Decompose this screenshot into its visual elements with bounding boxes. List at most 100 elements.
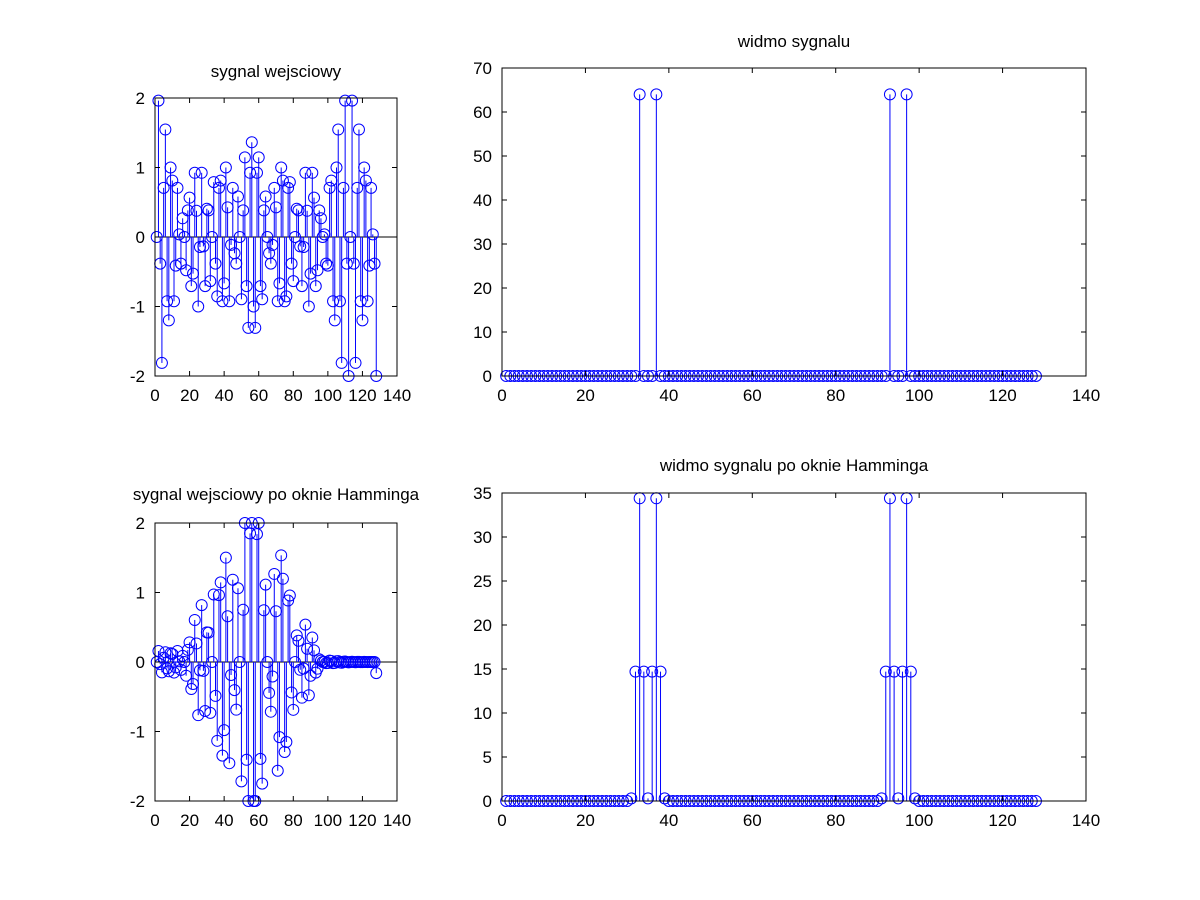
y-tick-label: 0	[483, 792, 492, 811]
axis-ticks: 0 20 40 60 80 100 120 140 0 5 10 15 20 25 30 35	[473, 484, 1100, 830]
stem-marker	[192, 709, 205, 722]
y-tick-label: 0	[483, 367, 492, 386]
y-tick-label: 1	[136, 584, 145, 603]
chart-title: widmo sygnalu po oknie Hamminga	[659, 456, 929, 475]
stem-marker	[164, 161, 177, 174]
stem-marker	[351, 181, 364, 194]
x-tick-label: 60	[249, 386, 268, 405]
stem-marker	[240, 753, 253, 766]
stem-marker	[216, 295, 229, 308]
stem-marker	[231, 190, 244, 203]
stem-marker	[263, 686, 276, 699]
y-tick-label: 5	[483, 748, 492, 767]
series-stems	[150, 517, 397, 807]
y-tick-label: 10	[473, 704, 492, 723]
x-tick-label: 20	[180, 811, 199, 830]
y-tick-label: -2	[130, 367, 145, 386]
x-tick-label: 120	[988, 811, 1016, 830]
stem-marker	[209, 257, 222, 270]
stem-marker	[308, 644, 321, 657]
stem-marker	[161, 295, 174, 308]
stem-marker	[237, 603, 250, 616]
stem-marker	[185, 683, 198, 696]
stem-marker	[306, 631, 319, 644]
x-tick-label: 100	[905, 386, 933, 405]
stem-marker	[204, 275, 217, 288]
stem-marker	[285, 257, 298, 270]
stem-marker	[366, 228, 379, 241]
stem-marker	[159, 646, 172, 659]
y-tick-label: 35	[473, 484, 492, 503]
stem-marker	[242, 321, 255, 334]
stem-marker	[181, 643, 194, 656]
y-tick-label: 0	[136, 653, 145, 672]
stem-marker	[337, 181, 350, 194]
stem-marker	[295, 280, 308, 293]
stem-marker	[646, 665, 659, 678]
stem-marker	[168, 295, 181, 308]
stem-marker	[287, 703, 300, 716]
x-tick-label: 40	[659, 386, 678, 405]
y-tick-label: 50	[473, 147, 492, 166]
chart-title: sygnal wejsciowy po oknie Hamminga	[133, 485, 420, 504]
stem-marker	[625, 792, 638, 805]
x-tick-label: 0	[497, 386, 506, 405]
stem-marker	[226, 181, 239, 194]
x-tick-label: 120	[348, 386, 376, 405]
stem-marker	[247, 300, 260, 313]
stem-marker	[240, 280, 253, 293]
stem-marker	[276, 572, 289, 585]
stem-marker	[879, 665, 892, 678]
plot-frame	[154, 97, 398, 377]
stem-marker	[278, 746, 291, 759]
stem-marker	[333, 295, 346, 308]
y-tick-label: 20	[473, 616, 492, 635]
stem-marker	[346, 94, 359, 107]
y-tick-label: 60	[473, 103, 492, 122]
stem-marker	[155, 356, 168, 369]
y-tick-label: 30	[473, 528, 492, 547]
stem-marker	[268, 181, 281, 194]
stem-marker	[264, 257, 277, 270]
x-tick-label: 60	[743, 386, 762, 405]
stem-marker	[349, 356, 362, 369]
stem-marker	[365, 181, 378, 194]
stem-marker	[896, 665, 909, 678]
x-tick-label: 60	[743, 811, 762, 830]
stem-marker	[904, 665, 917, 678]
stem-marker	[226, 573, 239, 586]
x-tick-label: 120	[988, 386, 1016, 405]
axis-ticks: 0 20 40 60 80 100 120 140 0 10 20 30 40 50 60 70	[473, 59, 1100, 405]
stem-marker	[285, 686, 298, 699]
stem-marker	[219, 551, 232, 564]
x-tick-label: 60	[249, 811, 268, 830]
stem-marker	[292, 634, 305, 647]
stem-marker	[311, 264, 324, 277]
stem-marker	[280, 735, 293, 748]
stem-marker	[327, 295, 340, 308]
y-tick-label: 2	[136, 89, 145, 108]
stem-marker	[299, 166, 312, 179]
plot-spectrum-hamming: widmo sygnalu po oknie Hamminga 0 20 40 60 8…	[473, 456, 1100, 830]
x-tick-label: 140	[383, 811, 411, 830]
stem-marker	[235, 775, 248, 788]
stem-marker	[368, 257, 381, 270]
stem-marker	[292, 204, 305, 217]
x-tick-label: 100	[314, 811, 342, 830]
stem-marker	[290, 629, 303, 642]
y-tick-label: 0	[136, 228, 145, 247]
stem-marker	[340, 257, 353, 270]
x-tick-label: 0	[150, 386, 159, 405]
stem-marker	[335, 356, 348, 369]
chart-title: sygnal wejsciowy	[211, 62, 342, 81]
stem-marker	[169, 259, 182, 272]
stem-marker	[313, 204, 326, 217]
stem-marker	[642, 792, 654, 805]
stem-marker	[308, 191, 321, 204]
stem-marker	[168, 666, 181, 679]
stem-marker	[195, 166, 208, 179]
plot-input-signal: sygnal wejsciowy 0 20 40 60 80 100 120 140-2-10…	[130, 62, 411, 405]
chart-title: widmo sygnalu	[737, 32, 850, 51]
stem-marker	[249, 321, 262, 334]
stem-marker	[219, 161, 232, 174]
